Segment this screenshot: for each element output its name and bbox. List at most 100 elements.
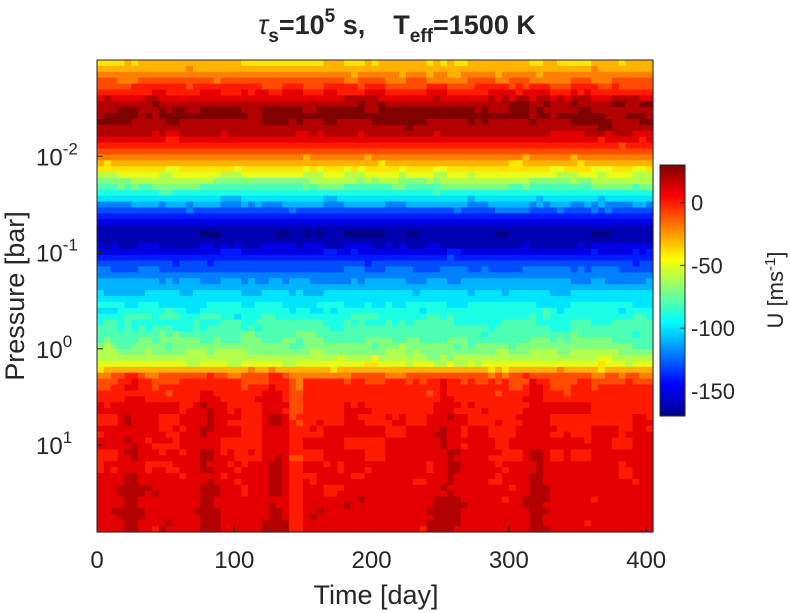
heatmap-cell xyxy=(392,278,400,285)
heatmap-cell xyxy=(316,290,325,297)
heatmap-cell xyxy=(364,65,373,73)
heatmap-cell xyxy=(632,136,640,144)
heatmap-cell xyxy=(193,130,201,138)
heatmap-cell xyxy=(501,266,510,273)
heatmap-cell xyxy=(522,201,531,209)
heatmap-cell xyxy=(371,355,380,362)
heatmap-cell xyxy=(248,384,256,391)
heatmap-cell xyxy=(241,172,249,179)
heatmap-cell xyxy=(488,272,496,279)
heatmap-cell xyxy=(433,136,441,144)
heatmap-cell xyxy=(639,195,647,203)
heatmap-cell xyxy=(282,166,290,173)
heatmap-cell xyxy=(296,124,304,132)
heatmap-cell xyxy=(556,313,565,321)
heatmap-cell xyxy=(323,325,331,332)
heatmap-cell xyxy=(316,366,325,374)
heatmap-cell xyxy=(289,384,297,391)
heatmap-cell xyxy=(124,148,132,155)
heatmap-cell xyxy=(584,183,592,191)
heatmap-cell xyxy=(591,65,599,73)
heatmap-cell xyxy=(289,65,297,73)
heatmap-cell xyxy=(110,372,119,380)
heatmap-cell xyxy=(151,384,160,391)
heatmap-cell xyxy=(405,83,414,91)
heatmap-cell xyxy=(611,301,620,309)
heatmap-cell xyxy=(110,136,119,144)
heatmap-cell xyxy=(453,231,462,238)
heatmap-cell xyxy=(598,83,606,91)
heatmap-cell xyxy=(165,278,174,285)
heatmap-cell xyxy=(350,113,359,120)
heatmap-cell xyxy=(591,396,599,403)
heatmap-cell xyxy=(97,119,105,126)
heatmap-cell xyxy=(145,201,153,209)
heatmap-cell xyxy=(330,95,338,102)
heatmap-cell xyxy=(248,172,256,179)
heatmap-cell xyxy=(309,219,318,226)
heatmap-cell xyxy=(426,119,434,126)
heatmap-cell xyxy=(488,65,496,73)
heatmap-cell xyxy=(220,124,229,132)
heatmap-cell xyxy=(501,189,510,197)
heatmap-cell xyxy=(282,248,290,256)
heatmap-cell xyxy=(282,71,290,79)
heatmap-cell xyxy=(611,384,620,391)
heatmap-cell xyxy=(453,355,462,362)
heatmap-cell xyxy=(556,148,565,155)
heatmap-cell xyxy=(131,231,139,238)
heatmap-cell xyxy=(501,402,510,409)
heatmap-cell xyxy=(186,378,194,386)
heatmap-cell xyxy=(227,225,235,232)
heatmap-cell xyxy=(433,266,441,273)
heatmap-cell xyxy=(103,360,112,368)
heatmap-cell xyxy=(103,83,112,91)
heatmap-cell xyxy=(289,130,297,138)
heatmap-cell xyxy=(302,278,311,285)
heatmap-cell xyxy=(598,307,606,315)
heatmap-cell xyxy=(467,201,476,209)
heatmap-cell xyxy=(399,408,407,415)
heatmap-cell xyxy=(186,296,194,303)
heatmap-cell xyxy=(392,349,400,356)
heatmap-cell xyxy=(646,296,654,303)
heatmap-cell xyxy=(344,384,352,391)
heatmap-cell xyxy=(618,242,627,250)
heatmap-cell xyxy=(371,225,380,232)
heatmap-cell xyxy=(433,372,441,380)
heatmap-cell xyxy=(97,95,105,102)
heatmap-cell xyxy=(495,119,503,126)
heatmap-cell xyxy=(145,396,153,403)
heatmap-cell xyxy=(426,95,434,102)
heatmap-cell xyxy=(357,408,366,415)
heatmap-cell xyxy=(302,296,311,303)
heatmap-cell xyxy=(392,83,400,91)
heatmap-cell xyxy=(625,349,633,356)
heatmap-cell xyxy=(508,378,517,386)
heatmap-cell xyxy=(261,148,270,155)
heatmap-cell xyxy=(254,231,263,238)
heatmap-cell xyxy=(172,113,180,120)
heatmap-cell xyxy=(282,414,290,421)
heatmap-cell xyxy=(501,113,510,120)
heatmap-cell xyxy=(186,248,194,256)
heatmap-cell xyxy=(618,201,627,209)
heatmap-cell xyxy=(522,319,531,327)
heatmap-cell xyxy=(275,337,283,344)
heatmap-cell xyxy=(584,172,592,179)
heatmap-cell xyxy=(543,148,551,155)
heatmap-cell xyxy=(495,272,503,279)
heatmap-cell xyxy=(186,408,194,415)
heatmap-cell xyxy=(138,390,146,397)
heatmap-cell xyxy=(151,77,160,85)
heatmap-cell xyxy=(426,160,434,167)
heatmap-cell xyxy=(193,272,201,279)
heatmap-cell xyxy=(495,107,503,114)
heatmap-cell xyxy=(268,325,277,332)
heatmap-cell xyxy=(556,189,565,197)
heatmap-cell xyxy=(405,366,414,374)
heatmap-cell xyxy=(584,390,592,397)
heatmap-cell xyxy=(543,408,551,415)
heatmap-cell xyxy=(646,290,654,297)
heatmap-cell xyxy=(323,201,331,209)
